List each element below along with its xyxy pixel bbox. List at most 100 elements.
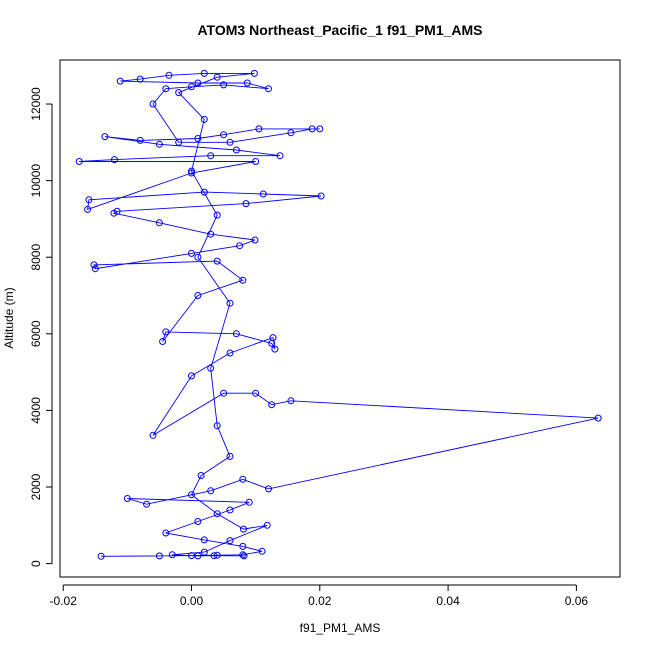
- y-axis: 0 2000 4000 6000 8000 10000 12000: [29, 87, 53, 567]
- data-point: [239, 276, 247, 284]
- data-point: [258, 547, 266, 555]
- data-point: [226, 452, 234, 460]
- data-point: [242, 200, 250, 208]
- data-point: [97, 552, 105, 560]
- data-point: [268, 401, 276, 409]
- data-point: [162, 85, 170, 93]
- data-point: [220, 389, 228, 397]
- chart-title: ATOM3 Northeast_Pacific_1 f91_PM1_AMS: [197, 22, 482, 38]
- data-layer: [75, 69, 602, 560]
- data-point: [265, 85, 272, 93]
- data-point: [226, 506, 234, 514]
- data-point: [236, 242, 244, 250]
- data-point: [200, 188, 208, 196]
- data-point: [162, 328, 170, 336]
- data-point: [194, 552, 202, 560]
- data-point: [200, 548, 208, 556]
- data-point: [136, 136, 144, 144]
- data-point: [317, 192, 325, 200]
- x-tick-label: 0.04: [436, 594, 460, 608]
- data-point: [90, 261, 98, 269]
- data-point: [594, 414, 602, 422]
- data-point: [75, 158, 83, 165]
- data-point: [250, 69, 258, 77]
- data-point: [194, 292, 202, 299]
- data-point: [207, 230, 215, 238]
- data-point: [213, 422, 221, 430]
- data-point: [268, 339, 276, 347]
- y-tick-label: 2000: [29, 473, 43, 500]
- data-point: [207, 487, 215, 495]
- data-point: [200, 69, 208, 77]
- data-point: [101, 133, 109, 141]
- data-point: [111, 156, 118, 164]
- data-point: [213, 73, 221, 81]
- data-point: [149, 100, 157, 108]
- data-point: [251, 236, 259, 244]
- data-point: [287, 397, 295, 405]
- data-point: [263, 521, 271, 529]
- data-point: [239, 551, 247, 559]
- data-point: [159, 338, 167, 345]
- series-line: [79, 72, 599, 557]
- data-point: [155, 552, 163, 560]
- data-point: [226, 299, 234, 307]
- data-point: [165, 71, 173, 79]
- x-tick-label: -0.02: [50, 594, 78, 608]
- x-tick-label: 0.02: [308, 594, 332, 608]
- data-point: [188, 167, 195, 175]
- y-axis-label: Altitude (m): [2, 287, 16, 348]
- x-tick-label: 0.00: [180, 594, 204, 608]
- data-point: [213, 551, 221, 559]
- data-point: [168, 551, 176, 559]
- data-point: [271, 345, 279, 353]
- data-point: [116, 77, 124, 85]
- data-point: [210, 552, 218, 560]
- y-tick-label: 0: [29, 560, 43, 567]
- y-tick-label: 10000: [29, 164, 43, 198]
- data-point: [197, 472, 205, 479]
- data-point: [255, 125, 263, 133]
- data-point: [240, 552, 248, 560]
- data-point: [188, 169, 195, 177]
- data-point: [226, 138, 234, 146]
- data-point: [232, 330, 240, 338]
- data-point: [220, 131, 228, 139]
- data-point: [252, 158, 260, 165]
- data-point: [308, 125, 316, 133]
- data-point: [162, 529, 170, 537]
- data-point: [213, 257, 221, 265]
- data-point: [287, 129, 295, 137]
- data-point: [149, 431, 157, 439]
- data-point: [200, 536, 208, 544]
- data-point: [316, 125, 324, 133]
- y-tick-label: 4000: [29, 397, 43, 424]
- data-point: [213, 211, 221, 219]
- data-point: [85, 196, 93, 204]
- data-point: [240, 525, 247, 533]
- data-point: [226, 349, 234, 357]
- y-tick-label: 12000: [29, 87, 43, 121]
- data-point: [207, 364, 215, 372]
- y-tick-label: 6000: [29, 320, 43, 347]
- data-point: [188, 249, 195, 257]
- data-point: [276, 152, 284, 160]
- data-point: [175, 138, 183, 146]
- x-axis: -0.02 0.00 0.02 0.04 0.06: [50, 584, 588, 608]
- data-point: [213, 510, 221, 518]
- data-point: [220, 81, 228, 89]
- data-point: [188, 83, 195, 91]
- y-tick-label: 8000: [29, 244, 43, 271]
- data-point: [113, 207, 121, 215]
- data-point: [188, 491, 195, 499]
- data-point: [226, 537, 234, 545]
- data-point: [175, 89, 183, 97]
- plot-frame: [59, 59, 621, 578]
- data-point: [194, 518, 202, 525]
- data-point: [188, 372, 195, 380]
- data-point: [259, 190, 267, 198]
- data-point: [155, 140, 163, 148]
- data-point: [252, 389, 260, 397]
- data-point: [232, 146, 240, 154]
